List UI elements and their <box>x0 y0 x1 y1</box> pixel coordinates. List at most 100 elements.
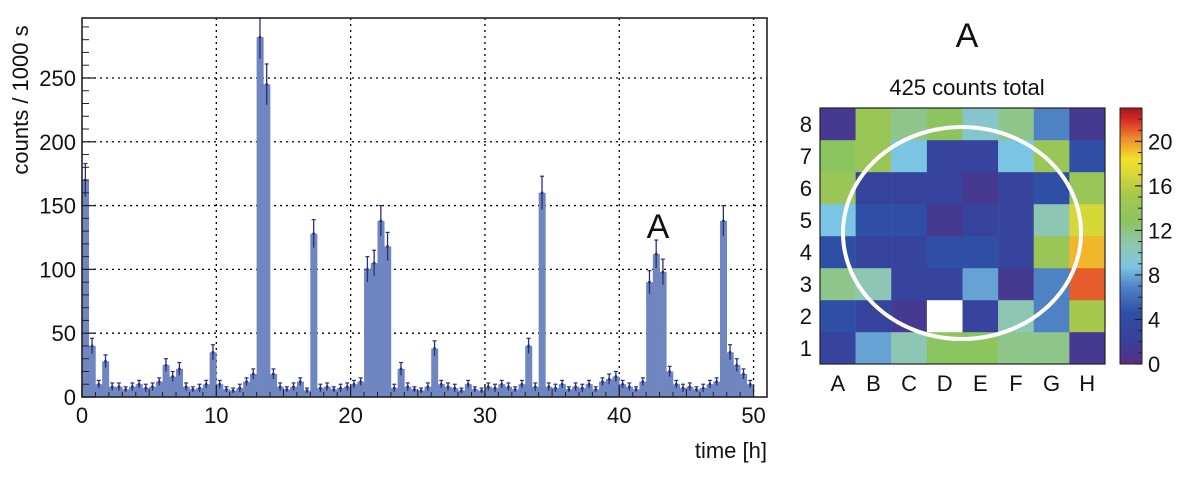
data-point <box>446 385 450 389</box>
heatmap-cell <box>962 268 999 301</box>
data-point <box>735 363 739 367</box>
data-point <box>413 387 416 391</box>
histogram-bar <box>155 381 163 397</box>
histogram-bar <box>357 381 365 397</box>
histogram-bar <box>283 389 291 397</box>
data-point <box>144 386 148 390</box>
data-point <box>124 387 128 391</box>
data-point <box>426 385 430 389</box>
heatmap-cell <box>855 236 892 269</box>
heatmap-cell <box>998 236 1034 269</box>
heatmap-cell <box>855 268 892 301</box>
data-point <box>500 382 504 386</box>
heatmap-cell <box>1069 332 1106 365</box>
data-point <box>527 344 530 348</box>
histogram-bar <box>290 386 298 397</box>
histogram-bar <box>619 384 627 397</box>
data-point <box>668 370 672 373</box>
data-point <box>271 372 275 376</box>
histogram-bar <box>599 381 607 397</box>
heatmap-subtitle: 425 counts total <box>889 75 1044 100</box>
heatmap-cell <box>998 332 1034 365</box>
histogram-frame <box>81 17 768 398</box>
data-point <box>104 359 107 363</box>
heatmap-cell <box>820 204 856 237</box>
colorbar-tick-label: 4 <box>1148 307 1160 332</box>
histogram-bar <box>223 389 231 397</box>
data-point <box>688 385 692 389</box>
histogram-bar <box>276 386 284 397</box>
heatmap-y-label: 5 <box>800 208 812 233</box>
histogram-bar <box>417 390 425 397</box>
heatmap-cell <box>926 268 963 301</box>
heatmap-cell <box>1069 108 1106 141</box>
data-point <box>258 35 262 39</box>
histogram-bar <box>672 384 680 397</box>
heatmap-cell <box>891 332 928 365</box>
heatmap-cell <box>998 172 1034 205</box>
heatmap-cell <box>820 236 856 269</box>
histogram-bar <box>458 390 466 397</box>
colorbar-tick-label: 20 <box>1148 129 1172 154</box>
data-point <box>507 385 510 389</box>
heatmap-y-label: 6 <box>800 176 812 201</box>
heatmap-x-label: E <box>973 371 988 396</box>
histogram-bar <box>296 381 304 397</box>
histogram-bar <box>122 389 130 397</box>
data-point <box>198 386 201 390</box>
histogram-bar <box>484 386 492 397</box>
histogram-bar <box>82 180 90 397</box>
histogram-ticks: 0 10 20 30 40 50 0 50 100 150 200 250 <box>39 26 766 428</box>
x-axis-label: time [h] <box>695 438 767 463</box>
y-tick-label: 100 <box>39 257 76 282</box>
histogram-bar <box>364 269 372 397</box>
x-tick-label: 0 <box>76 403 88 428</box>
data-point <box>130 385 134 389</box>
histogram-bar <box>699 388 707 397</box>
histogram-bar <box>323 386 331 397</box>
heatmap-cell <box>1069 204 1106 237</box>
heatmap-cell <box>962 204 999 237</box>
data-point <box>372 261 376 265</box>
histogram-bar <box>451 388 459 397</box>
data-point <box>177 367 181 371</box>
histogram-bar <box>498 384 506 397</box>
histogram-bar <box>108 386 116 397</box>
histogram-bar <box>88 345 96 397</box>
heatmap-y-label: 2 <box>800 304 812 329</box>
histogram-bar <box>243 381 251 397</box>
heatmap-cell <box>1033 204 1070 237</box>
heatmap-x-label: B <box>866 371 881 396</box>
heatmap-cell <box>855 204 892 237</box>
heatmap-cell <box>891 204 928 237</box>
data-point <box>627 385 631 389</box>
data-point <box>674 382 678 386</box>
histogram-bar <box>115 386 123 397</box>
histogram-bar <box>236 388 244 397</box>
y-tick-label: 150 <box>39 194 76 219</box>
data-point <box>480 389 483 393</box>
histogram-bar <box>505 386 513 397</box>
heatmap-cell <box>820 300 856 333</box>
histogram-bar <box>733 365 741 397</box>
heatmap-y-label: 8 <box>800 112 812 137</box>
histogram-bar <box>545 386 553 397</box>
data-point <box>379 219 383 223</box>
data-point <box>312 232 316 236</box>
heatmap-cell <box>820 332 856 365</box>
heatmap-cell <box>1069 300 1106 333</box>
histogram-bar <box>397 368 405 397</box>
histogram-bar <box>585 384 593 397</box>
heatmap-cell <box>926 172 963 205</box>
histogram-bar <box>263 84 271 397</box>
histogram-bar <box>209 352 217 397</box>
data-point <box>251 372 255 376</box>
heatmap-cell <box>962 300 999 333</box>
data-point <box>547 385 551 389</box>
heatmap-cell <box>1033 108 1070 141</box>
data-point <box>265 82 269 86</box>
histogram-bar <box>189 389 197 397</box>
heatmap-axis-labels: A B C D E F G H 1 2 3 4 5 6 7 8 <box>800 112 1095 396</box>
